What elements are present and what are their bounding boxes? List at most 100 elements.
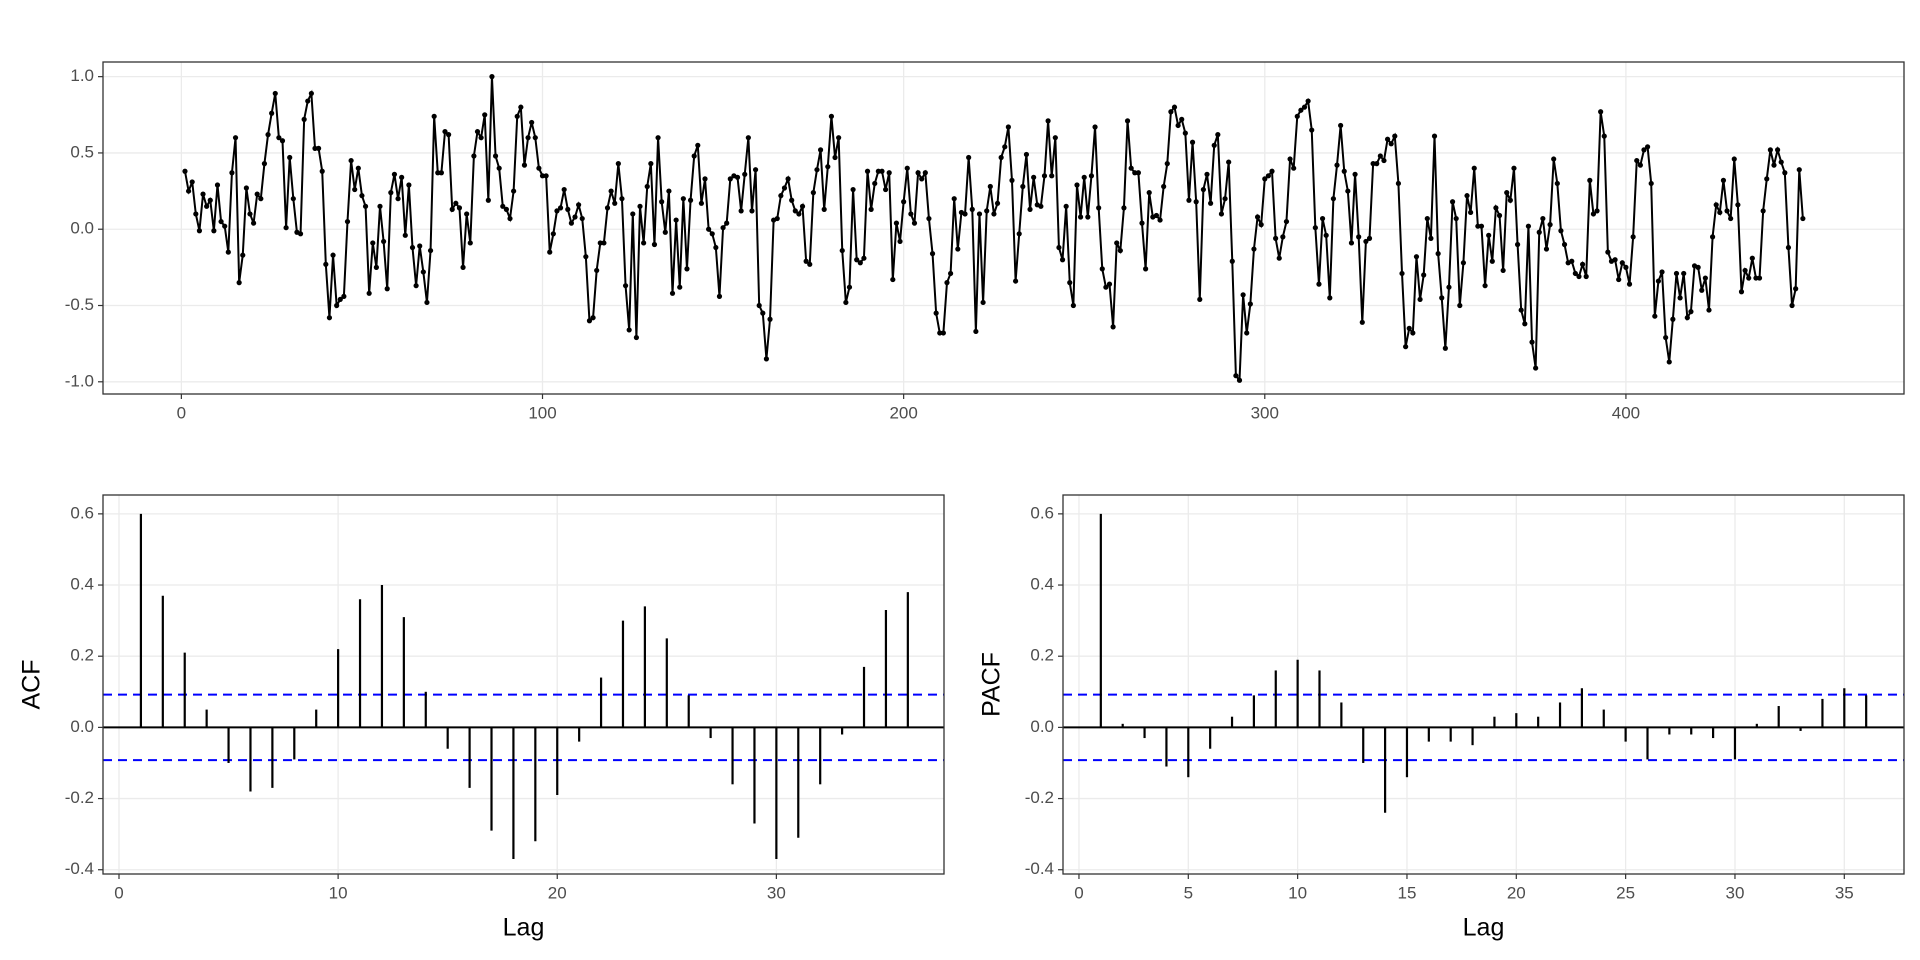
data-point: [994, 200, 1001, 206]
data-point: [359, 193, 365, 199]
data-point: [1482, 283, 1488, 289]
data-point: [1157, 217, 1163, 223]
data-point: [446, 132, 452, 138]
data-point: [388, 190, 394, 196]
data-point: [879, 168, 885, 174]
data-point: [622, 283, 629, 289]
data-point: [821, 206, 827, 212]
data-point: [218, 218, 224, 225]
data-point: [720, 225, 726, 231]
x-tick-label: 5: [1184, 883, 1193, 902]
data-point: [1764, 176, 1770, 182]
data-point: [489, 74, 495, 80]
data-point: [825, 164, 831, 170]
data-point: [738, 208, 744, 214]
data-point: [1576, 273, 1582, 280]
data-point: [1063, 203, 1069, 209]
data-point: [1161, 183, 1167, 190]
data-point: [1399, 270, 1405, 277]
data-point: [1049, 173, 1055, 179]
y-tick-label: 0.2: [70, 646, 94, 665]
data-point: [301, 116, 307, 122]
data-point: [1547, 222, 1553, 228]
y-tick-label: 0.6: [70, 503, 94, 522]
x-tick-label: 300: [1251, 403, 1279, 422]
data-point: [337, 296, 343, 303]
data-point: [724, 220, 730, 226]
data-point: [1760, 208, 1766, 214]
data-point: [1124, 118, 1131, 124]
data-point: [243, 185, 249, 191]
data-point: [1717, 209, 1723, 216]
data-point: [1059, 257, 1066, 263]
data-point: [612, 200, 618, 206]
data-point: [229, 170, 235, 176]
data-point: [1554, 180, 1560, 187]
data-point: [626, 327, 632, 333]
data-point: [561, 186, 567, 193]
data-point: [1522, 321, 1528, 327]
data-point: [1663, 334, 1669, 341]
data-point: [908, 211, 914, 217]
data-point: [1359, 319, 1365, 325]
data-point: [1590, 211, 1597, 217]
data-point: [1605, 249, 1611, 255]
data-point: [615, 161, 621, 167]
data-point: [1182, 130, 1188, 136]
data-point: [431, 113, 437, 119]
data-point: [687, 197, 694, 203]
y-tick-label: 0.0: [1030, 717, 1054, 736]
data-point: [1561, 241, 1568, 248]
data-point: [438, 170, 444, 176]
data-point: [633, 334, 640, 341]
data-point: [427, 247, 434, 254]
data-point: [236, 280, 242, 286]
data-point: [781, 185, 788, 191]
data-point: [1728, 215, 1734, 222]
data-point: [966, 154, 972, 161]
data-point: [817, 147, 824, 153]
data-point: [1504, 190, 1510, 196]
data-point: [1634, 157, 1640, 164]
data-point: [1800, 215, 1806, 222]
data-point: [904, 165, 910, 171]
data-point: [1041, 173, 1048, 179]
data-point: [1771, 162, 1777, 168]
data-point: [1226, 159, 1232, 165]
data-point: [1045, 118, 1051, 124]
data-point: [492, 153, 499, 159]
data-point: [391, 171, 398, 177]
x-tick-label: 0: [177, 403, 186, 422]
data-point: [1778, 159, 1784, 165]
data-point: [1099, 266, 1105, 272]
data-point: [792, 208, 798, 214]
data-point: [1724, 208, 1730, 214]
data-point: [547, 249, 553, 255]
data-point: [1767, 147, 1773, 153]
data-point: [919, 176, 925, 182]
data-point: [373, 264, 379, 270]
data-point: [413, 283, 419, 289]
data-point: [1406, 325, 1412, 331]
y-tick-label: 0.5: [70, 142, 94, 161]
data-point: [247, 211, 253, 217]
y-tick-label: 0.2: [1030, 646, 1054, 665]
data-point: [590, 315, 596, 321]
data-point: [843, 299, 849, 306]
data-point: [232, 135, 239, 141]
data-point: [1027, 206, 1033, 212]
data-point: [1323, 232, 1329, 238]
data-point: [1475, 223, 1481, 229]
data-point: [1280, 234, 1286, 240]
data-point: [514, 113, 520, 119]
data-point: [1258, 222, 1264, 228]
data-point: [1442, 345, 1448, 351]
data-point: [604, 205, 611, 211]
panel-border: [102, 61, 1905, 395]
data-point: [381, 238, 387, 245]
data-point: [1500, 267, 1506, 274]
data-point: [464, 211, 470, 217]
data-point: [742, 171, 748, 177]
x-tick-label: 400: [1612, 403, 1640, 422]
